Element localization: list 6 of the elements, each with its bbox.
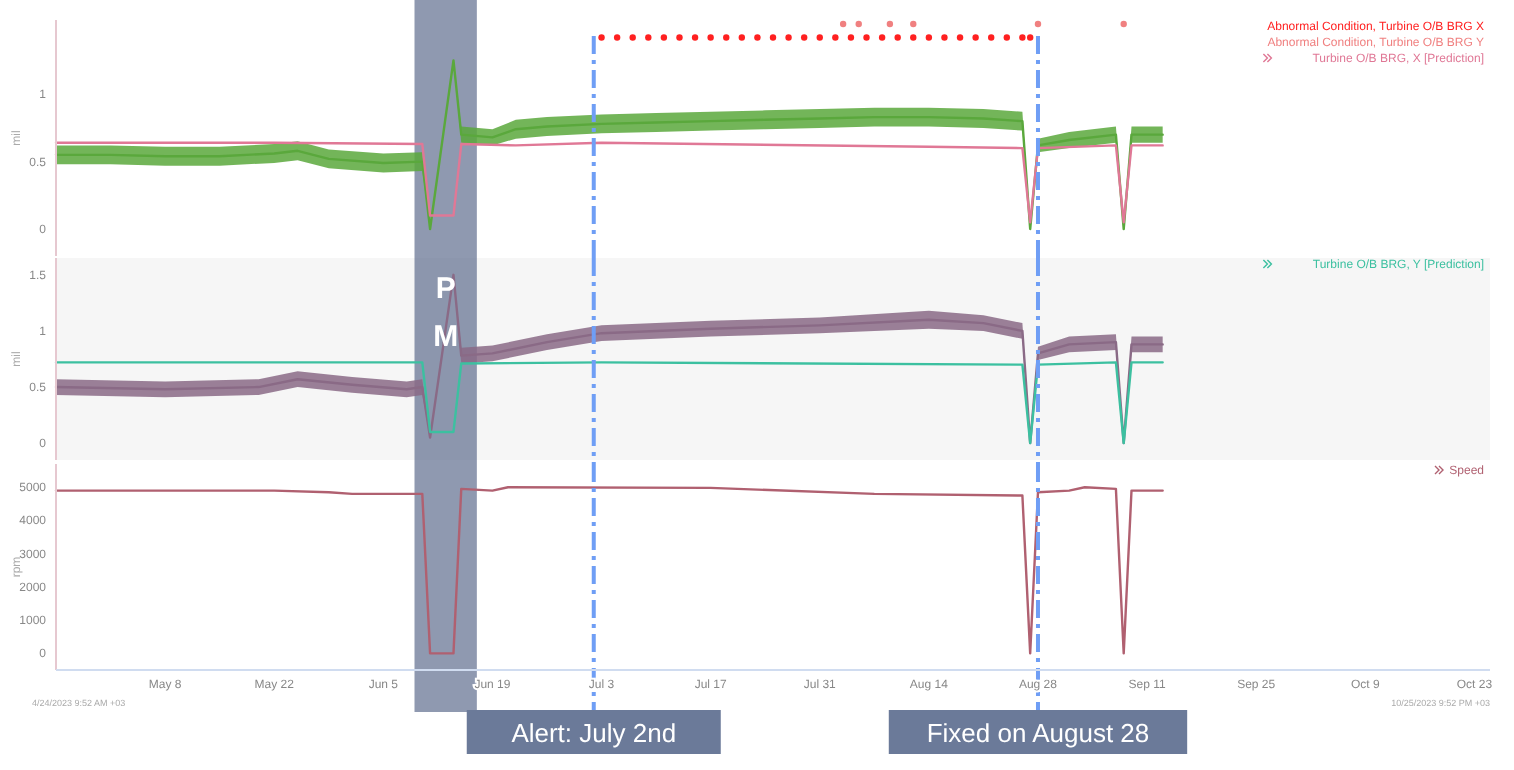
ref-line-label: Fixed on August 28	[926, 718, 1150, 748]
band-label: PM	[433, 272, 459, 354]
line-series	[54, 486, 1164, 655]
ref-line-label: Alert: July 2nd	[511, 718, 677, 748]
line-series	[54, 361, 1164, 445]
line-series	[54, 141, 1164, 224]
